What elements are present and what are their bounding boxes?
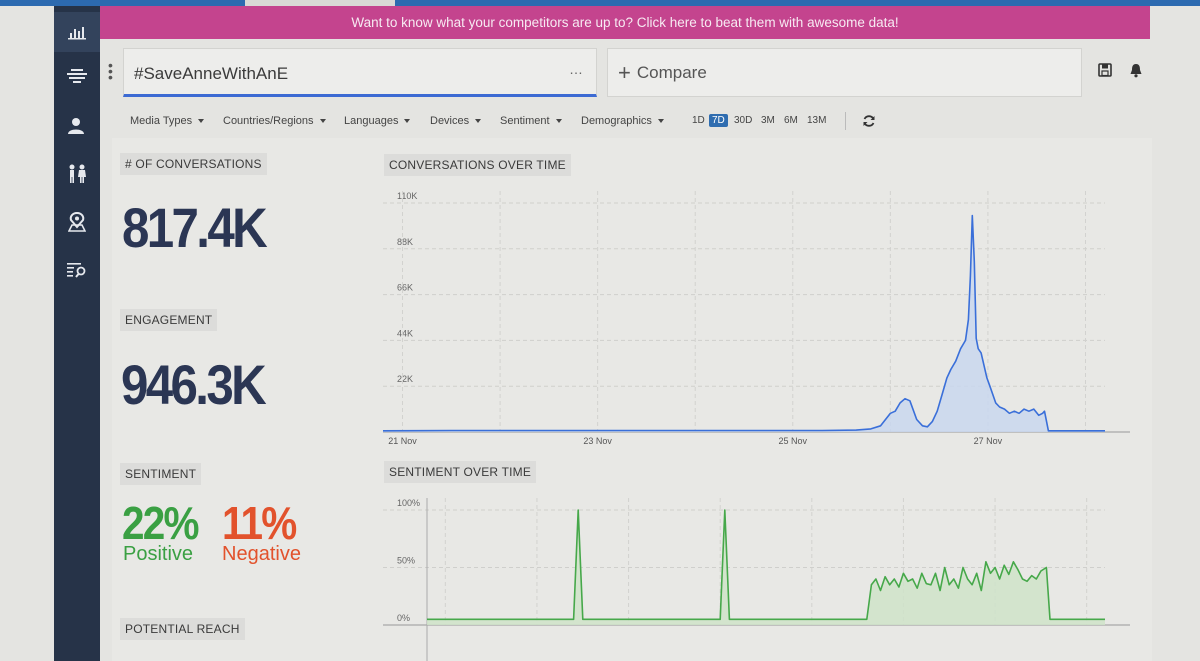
compare-button[interactable]: + Compare — [607, 48, 1082, 97]
range-30d[interactable]: 30D — [734, 115, 753, 126]
kebab-menu-icon[interactable]: • • • — [108, 57, 113, 85]
chevron-down-icon — [319, 119, 326, 124]
series-area — [427, 510, 1105, 625]
conversations-over-time-chart: 110K 88K 66K 44K 22K 21 Nov 23 Nov 25 Nov 27 Nov — [382, 191, 1130, 446]
sidebar-item-search[interactable] — [54, 250, 100, 290]
user-icon — [68, 118, 84, 134]
negative-sentiment-label: Negative — [222, 543, 301, 565]
conversations-chart-title: CONVERSATIONS OVER TIME — [384, 154, 571, 176]
query-tab[interactable]: #SaveAnneWithAnE … — [123, 48, 597, 97]
sentiment-chart-title: SENTIMENT OVER TIME — [384, 461, 537, 483]
y-tick-label: 88K — [397, 237, 413, 247]
filter-media-types[interactable]: Media Types — [130, 115, 205, 127]
range-3m[interactable]: 3M — [761, 115, 775, 126]
people-icon — [69, 164, 86, 183]
sidebar-item-streams[interactable] — [54, 56, 100, 96]
bar-chart-icon — [68, 27, 86, 40]
sentiment-label: SENTIMENT — [120, 463, 202, 485]
series-line — [427, 509, 1105, 621]
chevron-down-icon — [404, 119, 411, 124]
potential-reach-label: POTENTIAL REACH — [120, 618, 245, 640]
series-line — [382, 214, 1105, 432]
map-pin-icon — [68, 212, 86, 232]
engagement-value: 946.3K — [121, 353, 267, 416]
filter-demographics[interactable]: Demographics — [581, 115, 664, 127]
y-tick-label: 100% — [397, 498, 420, 508]
chevron-down-icon — [555, 119, 562, 124]
compare-label: Compare — [636, 62, 707, 82]
y-tick-label: 44K — [397, 328, 413, 338]
browser-top-strip — [0, 0, 1200, 6]
plus-icon: + — [618, 59, 631, 85]
divider — [845, 112, 846, 130]
filter-countries-regions[interactable]: Countries/Regions — [223, 115, 326, 127]
sidebar-item-analytics[interactable] — [54, 12, 100, 52]
engagement-label: ENGAGEMENT — [120, 309, 218, 331]
sidebar-item-demographics[interactable] — [54, 154, 100, 194]
conversations-value: 817.4K — [122, 196, 268, 259]
sidebar-item-geography[interactable] — [54, 202, 100, 242]
filter-languages[interactable]: Languages — [344, 115, 411, 127]
conversations-label: # OF CONVERSATIONS — [120, 153, 267, 175]
y-tick-label: 50% — [397, 556, 415, 566]
x-tick-label: 25 Nov — [779, 436, 808, 446]
positive-sentiment-value: 22% — [122, 497, 200, 549]
negative-sentiment-value: 11% — [222, 497, 297, 549]
promo-banner[interactable]: Want to know what your competitors are u… — [100, 6, 1150, 39]
y-tick-label: 66K — [397, 283, 413, 293]
y-tick-label: 22K — [397, 374, 413, 384]
x-tick-label: 23 Nov — [583, 436, 612, 446]
refresh-icon[interactable] — [862, 114, 876, 128]
chevron-down-icon — [475, 119, 482, 124]
series-area — [383, 215, 1105, 432]
query-text: #SaveAnneWithAnE — [134, 64, 289, 83]
chevron-down-icon — [657, 119, 664, 124]
y-tick-label: 0% — [397, 613, 410, 623]
save-icon[interactable] — [1098, 63, 1112, 77]
filter-sentiment[interactable]: Sentiment — [500, 115, 562, 127]
sentiment-over-time-chart: 100% 50% 0% — [383, 498, 1130, 661]
browser-tab[interactable] — [245, 0, 395, 6]
sidebar — [54, 6, 100, 661]
bell-icon[interactable] — [1129, 63, 1143, 78]
x-tick-label: 27 Nov — [974, 436, 1003, 446]
more-options-icon[interactable]: … — [569, 61, 584, 77]
list-search-icon — [67, 263, 86, 278]
positive-sentiment-label: Positive — [123, 543, 194, 565]
chevron-down-icon — [198, 119, 205, 124]
range-13m[interactable]: 13M — [807, 115, 827, 126]
y-tick-label: 110K — [397, 191, 417, 201]
filter-devices[interactable]: Devices — [430, 115, 482, 127]
range-7d[interactable]: 7D — [709, 114, 728, 127]
sidebar-item-influencers[interactable] — [54, 106, 100, 146]
stacked-lines-icon — [67, 69, 87, 83]
range-1d[interactable]: 1D — [692, 115, 705, 126]
range-6m[interactable]: 6M — [784, 115, 798, 126]
x-tick-label: 21 Nov — [388, 436, 417, 446]
